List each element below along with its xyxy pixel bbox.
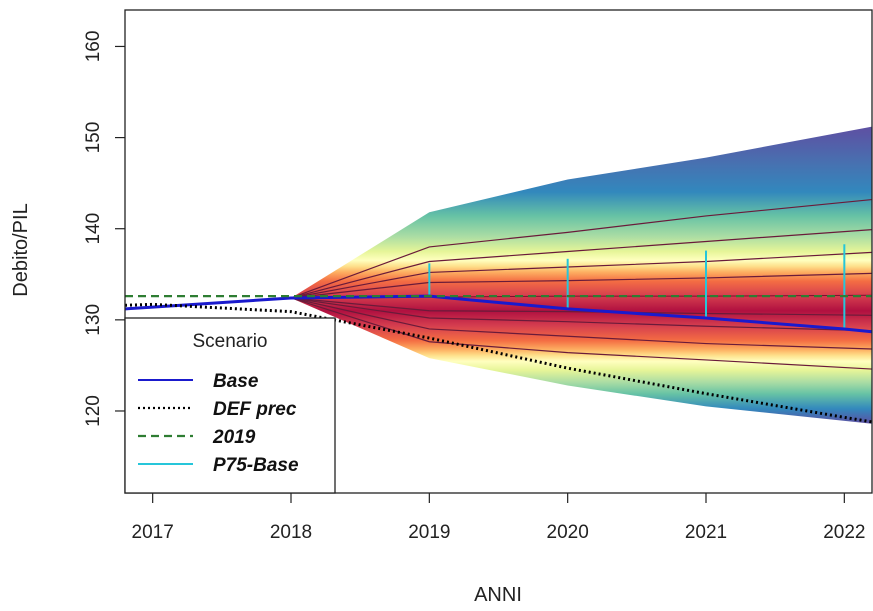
x-tick-label: 2021 [685, 522, 727, 543]
y-tick-label: 160 [83, 31, 104, 63]
series-line-def-prec [125, 302, 872, 424]
quantile-contour-line [290, 297, 872, 370]
legend: Scenario Base DEF prec 2019 P75-Base [124, 317, 336, 494]
x-tick-label: 2017 [132, 522, 174, 543]
legend-label: Base [213, 371, 259, 392]
legend-label: P75-Base [213, 455, 299, 476]
x-axis-title: ANNI [474, 584, 522, 606]
quantile-contour-line [290, 198, 872, 299]
legend-label: 2019 [212, 427, 256, 448]
y-tick-label: 140 [83, 213, 104, 245]
quantile-contour-line [290, 297, 872, 316]
legend-label: DEF prec [213, 399, 297, 420]
x-tick-label: 2020 [547, 522, 589, 543]
series-lines [125, 294, 872, 424]
quantile-contour-line [290, 229, 872, 299]
x-axis: 2017 2018 2019 2020 2021 2022 [132, 493, 865, 543]
x-tick-label: 2019 [408, 522, 450, 543]
legend-title: Scenario [193, 331, 268, 352]
y-tick-label: 130 [83, 304, 104, 336]
p75-base-segments [428, 244, 846, 329]
x-tick-label: 2022 [823, 522, 865, 543]
quantile-contour-line [290, 297, 872, 350]
plot-frame [124, 9, 873, 494]
y-axis: 120 130 140 150 160 [83, 31, 125, 427]
x-tick-label: 2018 [270, 522, 312, 543]
y-axis-title: Debito/PIL [10, 203, 32, 296]
quantile-contour-line [290, 297, 872, 332]
legend-items: Base DEF prec 2019 P75-Base [138, 371, 299, 476]
y-tick-label: 120 [83, 395, 104, 427]
plot-area [125, 126, 872, 424]
fan-chart-band [291, 126, 872, 424]
y-tick-label: 150 [83, 122, 104, 154]
